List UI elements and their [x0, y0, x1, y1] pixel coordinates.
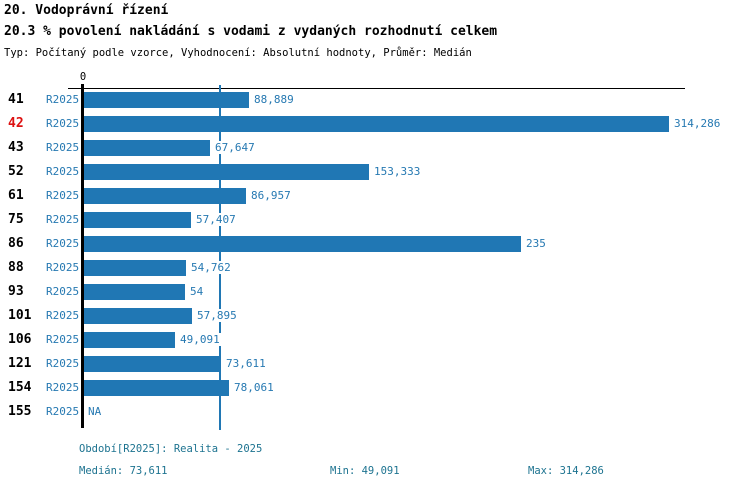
bar-value-label: 67,647	[214, 141, 256, 154]
row-series-label: R2025	[46, 261, 80, 274]
row-series-label: R2025	[46, 333, 80, 346]
median-reference-line	[219, 85, 221, 430]
bar	[84, 116, 669, 132]
bar-value-label: 235	[525, 237, 547, 250]
period-legend: Období[R2025]: Realita - 2025	[79, 443, 263, 455]
bar-value-label: 153,333	[373, 165, 422, 178]
row-number-label: 43	[8, 140, 24, 155]
bar-value-label: 86,957	[250, 189, 292, 202]
row-number-label: 41	[8, 92, 24, 107]
row-number-label: 61	[8, 188, 24, 203]
row-number-label: 155	[8, 404, 32, 419]
bar	[84, 332, 175, 348]
row-series-label: R2025	[46, 309, 80, 322]
row-number-label: 75	[8, 212, 24, 227]
bar-value-label: 57,895	[196, 309, 238, 322]
row-series-label: R2025	[46, 357, 80, 370]
bar	[84, 380, 229, 396]
bar	[84, 188, 246, 204]
min-stat-label: Min: 49,091	[330, 465, 400, 477]
row-number-label: 88	[8, 260, 24, 275]
row-series-label: R2025	[46, 141, 80, 154]
report-section-title: 20. Vodoprávní řízení	[4, 3, 169, 18]
y-axis-line	[81, 84, 84, 428]
bar-value-label: 73,611	[225, 357, 267, 370]
indicator-title: 20.3 % povolení nakládání s vodami z vyd…	[4, 24, 498, 39]
bar	[84, 308, 192, 324]
bar-value-label: NA	[87, 405, 103, 418]
row-series-label: R2025	[46, 189, 80, 202]
row-number-label: 121	[8, 356, 32, 371]
bar	[84, 92, 249, 108]
bar	[84, 284, 185, 300]
row-series-label: R2025	[46, 213, 80, 226]
row-number-label: 42	[8, 116, 24, 131]
max-stat-label: Max: 314,286	[528, 465, 604, 477]
row-series-label: R2025	[46, 237, 80, 250]
bar-value-label: 78,061	[233, 381, 275, 394]
bar-value-label: 54	[189, 285, 205, 298]
row-series-label: R2025	[46, 381, 80, 394]
bar	[84, 212, 191, 228]
row-series-label: R2025	[46, 93, 80, 106]
bar-value-label: 314,286	[673, 117, 722, 130]
row-series-label: R2025	[46, 285, 80, 298]
bar	[84, 356, 221, 372]
bar-value-label: 49,091	[179, 333, 221, 346]
row-number-label: 154	[8, 380, 32, 395]
row-number-label: 106	[8, 332, 32, 347]
row-number-label: 93	[8, 284, 24, 299]
bar-value-label: 54,762	[190, 261, 232, 274]
chart-subtitle: Typ: Počítaný podle vzorce, Vyhodnocení:…	[4, 47, 472, 59]
bar	[84, 164, 369, 180]
row-series-label: R2025	[46, 117, 80, 130]
x-axis-line	[68, 88, 685, 89]
median-stat-label: Medián: 73,611	[79, 465, 168, 477]
bar	[84, 260, 186, 276]
bar	[84, 140, 210, 156]
x-axis-zero-tick-label: 0	[79, 71, 87, 83]
row-number-label: 101	[8, 308, 32, 323]
row-number-label: 52	[8, 164, 24, 179]
bar-value-label: 57,407	[195, 213, 237, 226]
row-number-label: 86	[8, 236, 24, 251]
bar	[84, 236, 521, 252]
bar-value-label: 88,889	[253, 93, 295, 106]
row-series-label: R2025	[46, 165, 80, 178]
row-series-label: R2025	[46, 405, 80, 418]
